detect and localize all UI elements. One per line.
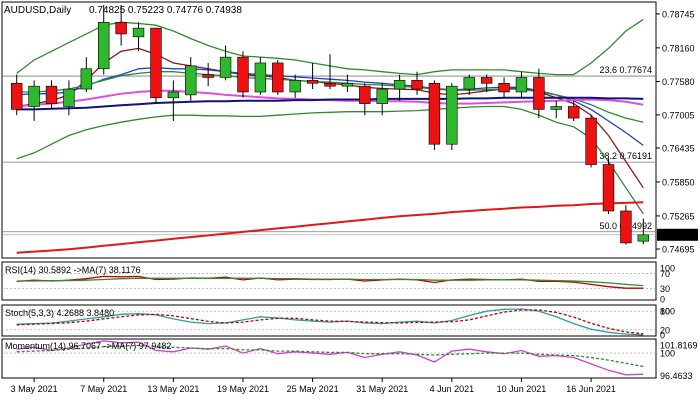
candle-body-2 xyxy=(45,85,58,104)
price-tick-7: 0.74695 xyxy=(662,245,695,255)
indicator-line-3-0 xyxy=(16,340,644,376)
candle-body-21 xyxy=(376,88,388,104)
candle-body-1 xyxy=(28,85,40,107)
candle-body-11 xyxy=(202,74,214,78)
date-tick-4: 25 May 2021 xyxy=(287,384,339,394)
candle-body-25 xyxy=(446,85,458,145)
price-tick-5: 0.75850 xyxy=(662,177,695,187)
panel-frame-2 xyxy=(1,304,657,337)
candle-body-16 xyxy=(289,80,301,93)
fib-label-0: 23.6 0.77674 xyxy=(599,65,652,75)
rsi-label: RSI(14) 30.5892 ->MA(7) 38.1176 xyxy=(5,265,141,275)
candle-body-34 xyxy=(602,164,615,212)
candle-body-20 xyxy=(359,85,371,104)
last-price-box xyxy=(657,228,698,241)
candle-body-12 xyxy=(219,56,232,78)
indicator-line-3-1 xyxy=(16,344,644,368)
candle-body-3 xyxy=(63,88,75,107)
price-tick-3: 0.77005 xyxy=(662,110,695,120)
candle-body-18 xyxy=(324,82,336,87)
price-tick-2: 0.77580 xyxy=(662,77,695,87)
candle-body-13 xyxy=(237,56,249,93)
ind-tick-1-2: 30 xyxy=(660,284,670,294)
indicator-line-2-0 xyxy=(16,308,644,336)
date-tick-8: 16 Jun 2021 xyxy=(566,384,616,394)
candle-body-14 xyxy=(254,62,267,93)
date-tick-6: 4 Jun 2021 xyxy=(430,384,475,394)
indicator-line-1-1 xyxy=(16,277,644,287)
candle-body-6 xyxy=(115,22,127,35)
candle-body-4 xyxy=(80,68,93,90)
indicator-lines xyxy=(16,275,644,376)
candle-body-36 xyxy=(637,234,649,242)
candle-body-7 xyxy=(132,27,145,38)
date-tick-1: 7 May 2021 xyxy=(80,384,127,394)
panel-frame-3 xyxy=(1,338,657,379)
panel-frame-0 xyxy=(1,1,657,259)
ind-tick-3-0: 101.8169 xyxy=(660,341,698,351)
price-tick-0: 0.78745 xyxy=(662,9,695,19)
candle-body-28 xyxy=(498,82,510,93)
overlay-ma_red xyxy=(16,201,644,254)
candle-body-35 xyxy=(620,210,632,244)
symbol-label: AUDUSD,Daily xyxy=(4,5,71,16)
price-tick-4: 0.76435 xyxy=(662,143,695,153)
ind-tick-1-3: 0 xyxy=(660,295,665,305)
price-axes: 0.78745 0.78160 0.77580 0.77005 0.76435 0.758… xyxy=(656,9,698,381)
candle-body-24 xyxy=(428,82,441,145)
candle-body-29 xyxy=(515,77,528,93)
date-axis: 3 May 2021 7 May 2021 13 May 2021 19 May 20… xyxy=(11,378,616,394)
ind-tick-2-0: 100 xyxy=(660,307,675,317)
candle-body-17 xyxy=(306,80,319,84)
ind-tick-1-0: 100 xyxy=(660,264,675,274)
ind-tick-2-3: 0 xyxy=(660,331,665,341)
date-tick-7: 10 Jun 2021 xyxy=(497,384,547,394)
candle-body-0 xyxy=(11,82,23,110)
ind-tick-3-2: 96.4633 xyxy=(660,371,693,381)
momentum-label: Momentum(14) 96.7067 ->MA(7) 97.9482 xyxy=(5,341,171,351)
fib-label-1: 38.2 0.76191 xyxy=(599,151,652,161)
date-tick-0: 3 May 2021 xyxy=(11,384,58,394)
candle-body-27 xyxy=(480,77,493,84)
ind-tick-1-1: 70 xyxy=(660,269,670,279)
date-tick-3: 19 May 2021 xyxy=(217,384,269,394)
price-tick-6: 0.75265 xyxy=(662,211,695,221)
candlesticks xyxy=(11,4,649,245)
ohlc-header: 0.74825 0.75223 0.74776 0.74938 xyxy=(89,5,242,16)
candle-body-30 xyxy=(533,77,545,110)
date-tick-5: 31 May 2021 xyxy=(356,384,408,394)
last-price-label: 0.74938 xyxy=(659,230,692,240)
stoch-label: Stoch(5,3,3) 4.2688 3.8480 xyxy=(5,308,114,318)
ind-tick-2-1: 80 xyxy=(660,307,670,317)
candle-body-23 xyxy=(411,80,423,90)
candle-body-8 xyxy=(150,27,162,99)
candle-body-19 xyxy=(341,82,354,87)
date-tick-2: 13 May 2021 xyxy=(147,384,199,394)
candle-body-32 xyxy=(567,106,580,119)
candle-body-31 xyxy=(550,106,562,110)
candle-body-15 xyxy=(272,62,284,93)
panel-frames xyxy=(1,1,657,379)
candle-body-10 xyxy=(185,65,197,96)
candle-body-22 xyxy=(393,80,406,90)
ind-tick-3-1: 100 xyxy=(660,349,675,359)
candle-body-33 xyxy=(585,117,597,165)
candle-body-9 xyxy=(167,91,180,99)
candle-body-5 xyxy=(98,22,110,70)
ind-tick-2-2: 20 xyxy=(660,325,670,335)
candle-body-26 xyxy=(463,77,475,90)
price-tick-1: 0.78160 xyxy=(662,43,695,53)
